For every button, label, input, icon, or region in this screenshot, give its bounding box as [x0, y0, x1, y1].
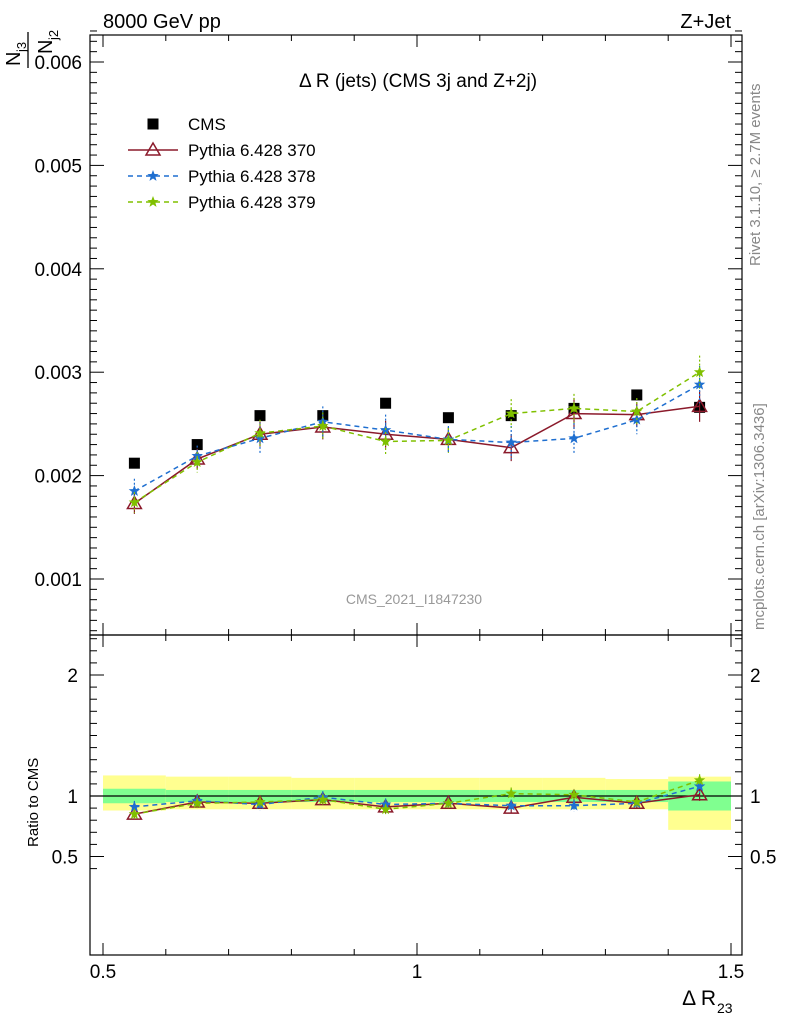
analysis-id: CMS_2021_I1847230 — [346, 591, 482, 607]
pythia-star-point — [442, 434, 455, 446]
axis-ticks: 0.5 1 1.5 0.001 0.002 0.003 0.004 0.005 0.006 0.5… — [34, 30, 776, 983]
xlabel-main: Δ R — [682, 987, 716, 1010]
data-series — [126, 355, 708, 820]
ylabel-numerator: N — [3, 52, 25, 66]
pythia-star-point — [505, 436, 517, 448]
pythia-379-line — [133, 371, 700, 504]
legend: CMS Pythia 6.428 370 Pythia 6.428 378 Pythi… — [128, 115, 316, 212]
mcplots-ref: mcplots.cern.ch [arXiv:1306.3436] — [751, 403, 768, 630]
pythia-star-point — [631, 405, 643, 417]
ratio-frame — [89, 634, 743, 956]
pythia-370-point — [502, 439, 520, 454]
x-tick-label: 1 — [412, 962, 423, 983]
pythia-star-point — [254, 427, 266, 439]
pythia-star-point — [505, 799, 517, 811]
legend-entry-pythia-379: Pythia 6.428 379 — [128, 193, 316, 212]
pythia-star-point — [254, 432, 266, 444]
y-tick-label: 0.005 — [34, 156, 82, 177]
legend-label: Pythia 6.428 379 — [188, 193, 316, 212]
plot-title: Δ R (jets) (CMS 3j and Z+2j) — [299, 71, 537, 92]
ylabel-sub-denominator: j2 — [46, 30, 61, 41]
pythia-star-point — [568, 402, 580, 414]
pythia-star-point — [693, 774, 706, 786]
pythia-379-series — [128, 355, 706, 513]
pythia-378-ratio-line — [134, 785, 700, 808]
pythia-star-point — [128, 800, 141, 812]
pythia-star-point — [568, 788, 580, 800]
y-tick-label: 0.006 — [34, 53, 82, 74]
ratio-ylabel: Ratio to CMS — [25, 758, 42, 847]
y-tick-label: 0.001 — [34, 570, 82, 591]
pythia-star-point — [693, 780, 706, 792]
pythia-370-point — [691, 397, 708, 413]
pythia-star-point — [568, 799, 580, 811]
y-tick-label: 0.003 — [34, 363, 82, 384]
cms-point — [380, 397, 392, 409]
pythia-star-point — [693, 366, 706, 378]
plot-frames — [89, 34, 743, 956]
pythia-370-point — [144, 141, 162, 156]
ylabel-denominator: N — [35, 40, 57, 54]
pythia-star-point — [317, 420, 329, 431]
labels: 8000 GeV pp Z+Jet Δ R (jets) (CMS 3j and… — [3, 11, 768, 1016]
pythia-star-point — [379, 803, 392, 815]
cms-point — [147, 118, 159, 130]
x-tick-label: 0.5 — [90, 962, 116, 983]
main-ylabel: N j3 N j2 — [3, 30, 61, 68]
pythia-star-point — [254, 796, 266, 807]
pythia-370-point — [691, 786, 708, 801]
pythia-star-point — [147, 170, 159, 181]
ratio-y-tick-label: 1 — [67, 787, 78, 808]
pythia-star-point — [631, 796, 643, 807]
pythia-star-point — [442, 797, 455, 809]
pythia-370-series — [126, 390, 708, 514]
pythia-star-point — [505, 407, 517, 419]
pythia-star-point — [191, 797, 203, 809]
pythia-378-series — [128, 365, 706, 504]
y-tick-label: 0.002 — [34, 467, 82, 488]
x-axis-label: Δ R 23 — [682, 987, 733, 1016]
cms-series — [128, 389, 706, 469]
header-left: 8000 GeV pp — [103, 11, 221, 33]
cms-point — [191, 439, 203, 451]
legend-label: Pythia 6.428 378 — [188, 167, 316, 186]
ratio-y-tick-label-right: 2 — [750, 666, 761, 687]
legend-entry-cms: CMS — [147, 115, 226, 134]
cms-point — [254, 410, 266, 422]
pythia-star-point — [128, 496, 141, 508]
cms-point — [442, 412, 454, 424]
rivet-version: Rivet 3.1.10, ≥ 2.7M events — [747, 84, 764, 267]
legend-entry-pythia-370: Pythia 6.428 370 — [128, 141, 316, 160]
pythia-star-point — [147, 196, 159, 207]
pythia-370-point — [377, 798, 394, 813]
pythia-star-point — [191, 450, 203, 461]
pythia-star-point — [128, 808, 141, 819]
cms-point — [631, 389, 643, 401]
cms-point — [128, 457, 140, 469]
legend-label: Pythia 6.428 370 — [188, 141, 316, 160]
y-tick-label: 0.004 — [34, 260, 82, 281]
pythia-star-point — [128, 485, 141, 496]
header-right: Z+Jet — [680, 11, 731, 33]
legend-label: CMS — [188, 115, 226, 134]
pythia-star-point — [379, 435, 392, 447]
pythia-370-line — [133, 405, 700, 505]
pythia-star-point — [568, 432, 580, 444]
pythia-star-point — [191, 456, 203, 467]
legend-entry-pythia-378: Pythia 6.428 378 — [128, 167, 316, 186]
pythia-star-point — [317, 793, 329, 805]
ratio-y-tick-label-right: 1 — [750, 787, 761, 808]
ratio-y-tick-label: 2 — [67, 666, 78, 687]
pythia-star-point — [505, 787, 517, 799]
xlabel-sub: 23 — [717, 1000, 733, 1016]
ratio-y-tick-label-right: 0.5 — [750, 848, 776, 869]
pythia-379-ratio-series — [128, 774, 706, 819]
pythia-378-line — [134, 383, 700, 492]
x-tick-label: 1.5 — [718, 962, 744, 983]
ylabel-sub-numerator: j3 — [14, 42, 29, 53]
pythia-370-point — [502, 799, 520, 814]
ratio-y-tick-label: 0.5 — [52, 848, 78, 869]
